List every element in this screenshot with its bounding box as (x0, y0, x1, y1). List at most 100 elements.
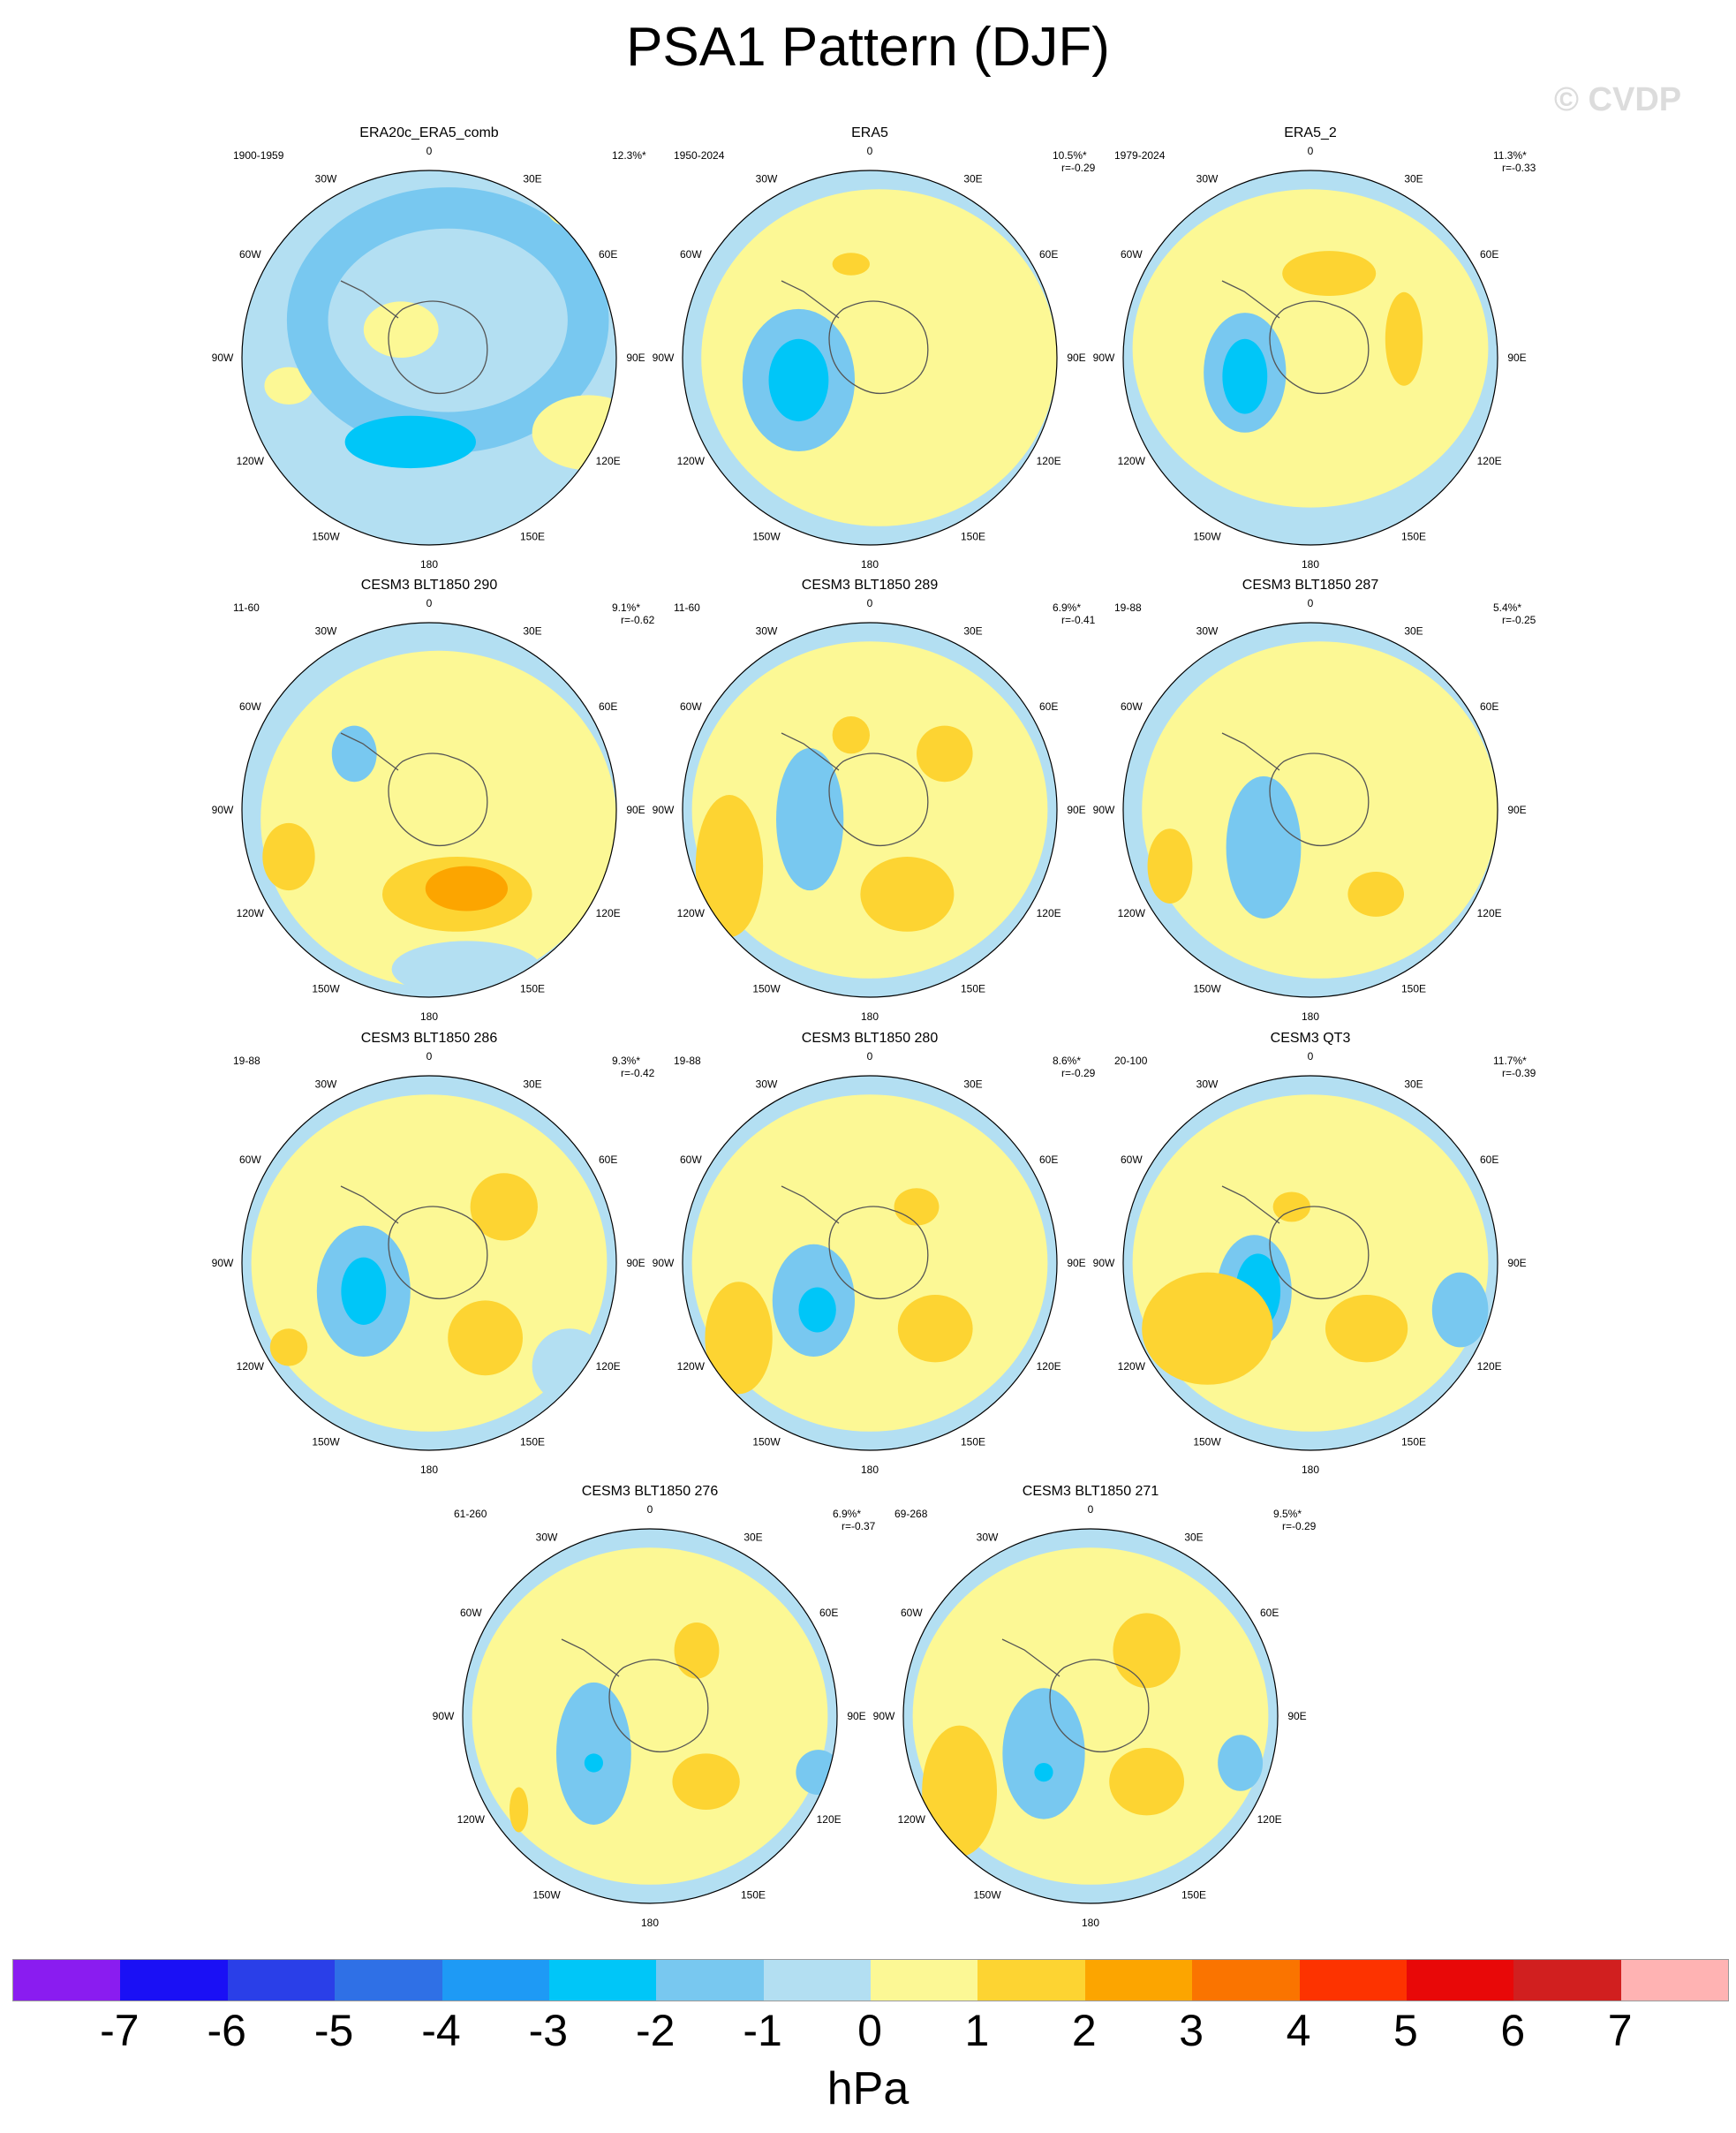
longitude-label: 30E (523, 1078, 541, 1090)
longitude-label: 120W (237, 455, 265, 467)
map-boundary (1122, 1075, 1498, 1451)
longitude-label: 150W (1193, 531, 1221, 543)
longitude-label: 150E (961, 1436, 985, 1448)
panel-correlation: r=-0.37 (842, 1520, 876, 1532)
colorbar-tick-label: 0 (857, 2006, 882, 2055)
colorbar-swatch (120, 1960, 228, 2001)
longitude-label: 180 (1302, 1464, 1319, 1476)
panel-correlation: r=-0.29 (1061, 162, 1096, 174)
panel-period: 19-88 (233, 1055, 260, 1067)
longitude-label: 150W (312, 531, 340, 543)
longitude-label: 0 (867, 145, 873, 157)
map-boundary (1122, 170, 1498, 546)
longitude-label: 30W (1196, 172, 1219, 185)
peninsula-coastline (781, 280, 840, 319)
contour-field (242, 1076, 616, 1450)
panel-period: 61-260 (454, 1508, 487, 1520)
longitude-label: 90E (1507, 1257, 1526, 1269)
colorbar-swatch (227, 1960, 336, 2001)
peninsula-coastline (1221, 1185, 1280, 1224)
longitude-label: 150E (520, 1436, 545, 1448)
panel-variance: 6.9%* (833, 1508, 861, 1520)
longitude-label: 60E (1480, 248, 1498, 261)
longitude-label: 120E (1037, 1360, 1061, 1373)
panel-period: 11-60 (233, 601, 260, 614)
longitude-label: 150W (752, 531, 781, 543)
polar-map-panel: 0 30E 60E 90E 120E 150E 180 150W 120W 90W 60W 30W CE… (653, 578, 1096, 1023)
longitude-label: 90E (1067, 352, 1085, 364)
polar-map-panel: 0 30E 60E 90E 120E 150E 180 150W 120W 90W 60W 30W CE… (212, 1031, 655, 1476)
colorbar-tick-label: -5 (313, 2006, 354, 2055)
colorbar-swatch (1513, 1960, 1621, 2001)
longitude-label: 30E (1404, 172, 1423, 185)
panel-period: 11-60 (674, 601, 700, 614)
colorbar-swatch (13, 1960, 121, 2001)
longitude-label: 120W (1118, 1360, 1146, 1373)
longitude-label: 150E (520, 983, 545, 995)
antarctica-coastline (828, 300, 929, 395)
longitude-label: 30E (523, 624, 541, 637)
contour-field (463, 1529, 837, 1903)
figure-title: PSA1 Pattern (DJF) (626, 17, 1110, 78)
longitude-label: 0 (1308, 597, 1314, 609)
longitude-label: 120W (898, 1813, 926, 1826)
longitude-label: 180 (641, 1917, 659, 1929)
colorbar-tick-label: 5 (1393, 2006, 1418, 2055)
colorbar-swatch (442, 1960, 549, 2001)
longitude-label: 0 (426, 1050, 433, 1063)
longitude-label: 90W (1093, 804, 1115, 816)
colorbar-swatch (763, 1960, 871, 2001)
longitude-label: 180 (861, 1464, 879, 1476)
longitude-label: 120E (1477, 455, 1502, 467)
contour-field (683, 1076, 1057, 1450)
longitude-label: 60W (901, 1607, 923, 1619)
antarctica-coastline (388, 300, 488, 395)
longitude-label: 30E (523, 172, 541, 185)
longitude-label: 150W (973, 1889, 1001, 1902)
map-boundary (241, 170, 617, 546)
longitude-label: 90E (1507, 804, 1526, 816)
longitude-label: 30W (315, 624, 337, 637)
longitude-label: 0 (1088, 1503, 1094, 1516)
longitude-label: 90E (1507, 352, 1526, 364)
longitude-label: 90W (653, 804, 675, 816)
longitude-label: 120E (817, 1813, 842, 1826)
longitude-label: 30W (1196, 1078, 1219, 1090)
panel-variance: 5.4%* (1493, 601, 1521, 614)
panel-correlation: r=-0.29 (1282, 1520, 1317, 1532)
longitude-label: 180 (861, 558, 879, 571)
longitude-label: 90E (626, 804, 645, 816)
peninsula-coastline (1001, 1638, 1060, 1677)
antarctica-coastline (828, 753, 929, 847)
longitude-label: 90E (1067, 1257, 1085, 1269)
panel-variance: 9.3%* (612, 1055, 640, 1067)
longitude-label: 60E (1480, 700, 1498, 713)
longitude-label: 30E (1404, 624, 1423, 637)
antarctica-coastline (1269, 300, 1370, 395)
longitude-label: 120W (237, 1360, 265, 1373)
longitude-label: 120W (677, 907, 706, 919)
peninsula-coastline (340, 280, 399, 319)
watermark: © CVDP (1554, 81, 1682, 118)
longitude-label: 90W (653, 1257, 675, 1269)
panel-variance: 9.5%* (1273, 1508, 1302, 1520)
longitude-label: 150E (1401, 1436, 1426, 1448)
panel-period: 19-88 (1114, 601, 1142, 614)
panel-variance: 6.9%* (1053, 601, 1081, 614)
longitude-label: 180 (420, 1010, 438, 1023)
longitude-label: 60W (239, 1153, 261, 1166)
longitude-label: 120W (1118, 455, 1146, 467)
longitude-label: 0 (867, 597, 873, 609)
longitude-label: 0 (647, 1503, 653, 1516)
colorbar-labels: -7 -6 -5 -4 -3 -2 -1 0 1 2 3 4 5 6 7 (0, 2005, 1736, 2067)
longitude-label: 60W (239, 700, 261, 713)
longitude-label: 180 (420, 1464, 438, 1476)
peninsula-coastline (340, 1185, 399, 1224)
colorbar-tick-label: -7 (100, 2006, 140, 2055)
longitude-label: 150W (312, 1436, 340, 1448)
contour-field (1123, 1076, 1498, 1450)
map-boundary (902, 1528, 1279, 1904)
polar-map-panel: 0 30E 60E 90E 120E 150E 180 150W 120W 90W 60W 30W CE… (653, 1031, 1096, 1476)
longitude-label: 150E (741, 1889, 766, 1902)
peninsula-coastline (781, 1185, 840, 1224)
